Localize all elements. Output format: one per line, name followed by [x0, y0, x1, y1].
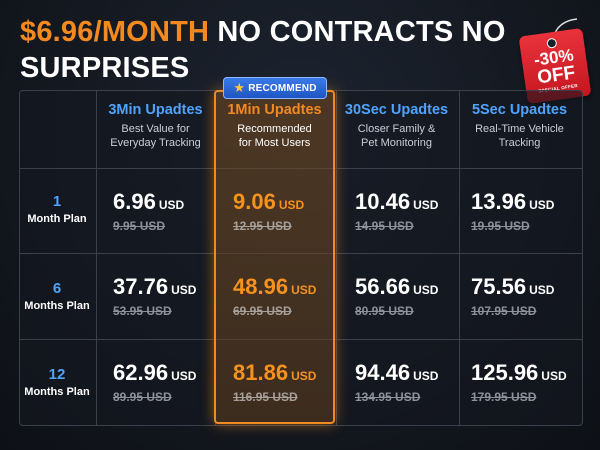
price-value: 125.96: [471, 360, 539, 385]
recommended-column-highlight: [214, 90, 335, 424]
original-price: 179.95 USD: [471, 390, 537, 404]
price-currency: USD: [278, 198, 305, 212]
column-header-30sec: 30Sec Upadtes Closer Family & Pet Monito…: [336, 102, 457, 150]
column-header-3min: 3Min Upadtes Best Value for Everyday Tra…: [95, 102, 216, 150]
row-label-unit: Month Plan: [27, 213, 87, 225]
price-currency: USD: [171, 369, 197, 383]
column-desc-line2: Tracking: [498, 137, 541, 149]
price-currency: USD: [413, 369, 439, 383]
original-price: 116.95 USD: [233, 390, 298, 404]
price-value: 62.96: [113, 360, 169, 385]
column-header-5sec: 5Sec Upadtes Real-Time Vehicle Tracking: [459, 102, 580, 150]
price-value: 6.96: [113, 189, 156, 214]
price-currency: USD: [291, 369, 317, 383]
original-price: 134.95 USD: [355, 390, 421, 404]
headline-text: NO CONTRACTS NO SURPRISES: [20, 16, 506, 84]
column-title: 30Sec Upadtes: [344, 102, 449, 118]
column-header-1min: 1Min Upadtes Recommended for Most Users: [214, 102, 335, 150]
star-icon: ★: [233, 80, 246, 95]
price-value: 10.46: [355, 189, 411, 214]
original-price: 9.95 USD: [113, 219, 166, 233]
row-label-12-months: 12 Months Plan: [19, 366, 95, 398]
price-currency: USD: [529, 198, 555, 212]
column-desc-line2: Pet Monitoring: [361, 137, 432, 149]
price-currency: USD: [158, 198, 185, 212]
price-cell: 48.96 USD 69.95 USD: [233, 274, 354, 319]
original-price: 107.95 USD: [471, 304, 537, 318]
original-price: 80.95 USD: [355, 304, 414, 318]
price-value: 48.96: [233, 274, 289, 299]
column-desc-line1: Real-Time Vehicle: [475, 123, 564, 135]
row-label-6-months: 6 Months Plan: [19, 280, 95, 312]
price-cell: 13.96 USD 19.95 USD: [471, 189, 592, 234]
price-cell: 62.96 USD 89.95 USD: [113, 360, 234, 405]
column-title: 1Min Upadtes: [227, 102, 322, 118]
price-cell: 10.46 USD 14.95 USD: [355, 189, 476, 234]
price-cell: 56.66 USD 80.95 USD: [355, 274, 476, 319]
column-desc-line1: Closer Family &: [357, 123, 436, 135]
price-cell: 37.76 USD 53.95 USD: [113, 274, 234, 319]
price-value: 37.76: [113, 274, 169, 299]
price-value: 75.56: [471, 274, 527, 299]
price-cell: 9.06 USD 12.95 USD: [233, 189, 354, 234]
column-desc-line2: for Most Users: [238, 137, 311, 149]
row-label-unit: Months Plan: [24, 386, 90, 398]
row-label-1-month: 1 Month Plan: [19, 193, 95, 225]
original-price: 12.95 USD: [233, 219, 292, 233]
original-price: 14.95 USD: [355, 219, 414, 233]
recommend-badge-label: RECOMMEND: [248, 82, 317, 94]
price-currency: USD: [291, 283, 317, 297]
price-currency: USD: [413, 198, 439, 212]
headline-price: $6.96/MONTH: [20, 16, 210, 48]
price-currency: USD: [171, 283, 197, 297]
price-cell: 75.56 USD 107.95 USD: [471, 274, 592, 319]
price-value: 13.96: [471, 189, 527, 214]
price-currency: USD: [413, 283, 439, 297]
original-price: 53.95 USD: [113, 304, 172, 318]
recommend-badge: ★ RECOMMEND: [223, 77, 327, 99]
price-value: 94.46: [355, 360, 411, 385]
column-title: 3Min Upadtes: [108, 102, 203, 118]
price-cell: 81.86 USD 116.95 USD: [233, 360, 354, 405]
original-price: 69.95 USD: [233, 304, 292, 318]
column-title: 5Sec Upadtes: [471, 102, 568, 118]
row-label-number: 12: [48, 366, 66, 383]
column-desc-line1: Best Value for: [121, 123, 190, 135]
price-value: 56.66: [355, 274, 411, 299]
price-cell: 125.96 USD 179.95 USD: [471, 360, 592, 405]
sale-tag: -30% OFF SPECIAL OFFER: [518, 18, 592, 105]
column-desc-line1: Recommended: [237, 123, 312, 135]
headline: $6.96/MONTH NO CONTRACTS NO SURPRISES: [20, 14, 520, 86]
row-label-unit: Months Plan: [24, 300, 90, 312]
price-value: 9.06: [233, 189, 276, 214]
original-price: 89.95 USD: [113, 390, 172, 404]
price-value: 81.86: [233, 360, 289, 385]
column-desc-line2: Everyday Tracking: [110, 137, 201, 149]
original-price: 19.95 USD: [471, 219, 530, 233]
price-currency: USD: [541, 369, 567, 383]
row-label-number: 6: [52, 280, 62, 297]
row-label-number: 1: [52, 193, 62, 210]
price-cell: 94.46 USD 134.95 USD: [355, 360, 476, 405]
price-currency: USD: [529, 283, 555, 297]
price-cell: 6.96 USD 9.95 USD: [113, 189, 234, 234]
